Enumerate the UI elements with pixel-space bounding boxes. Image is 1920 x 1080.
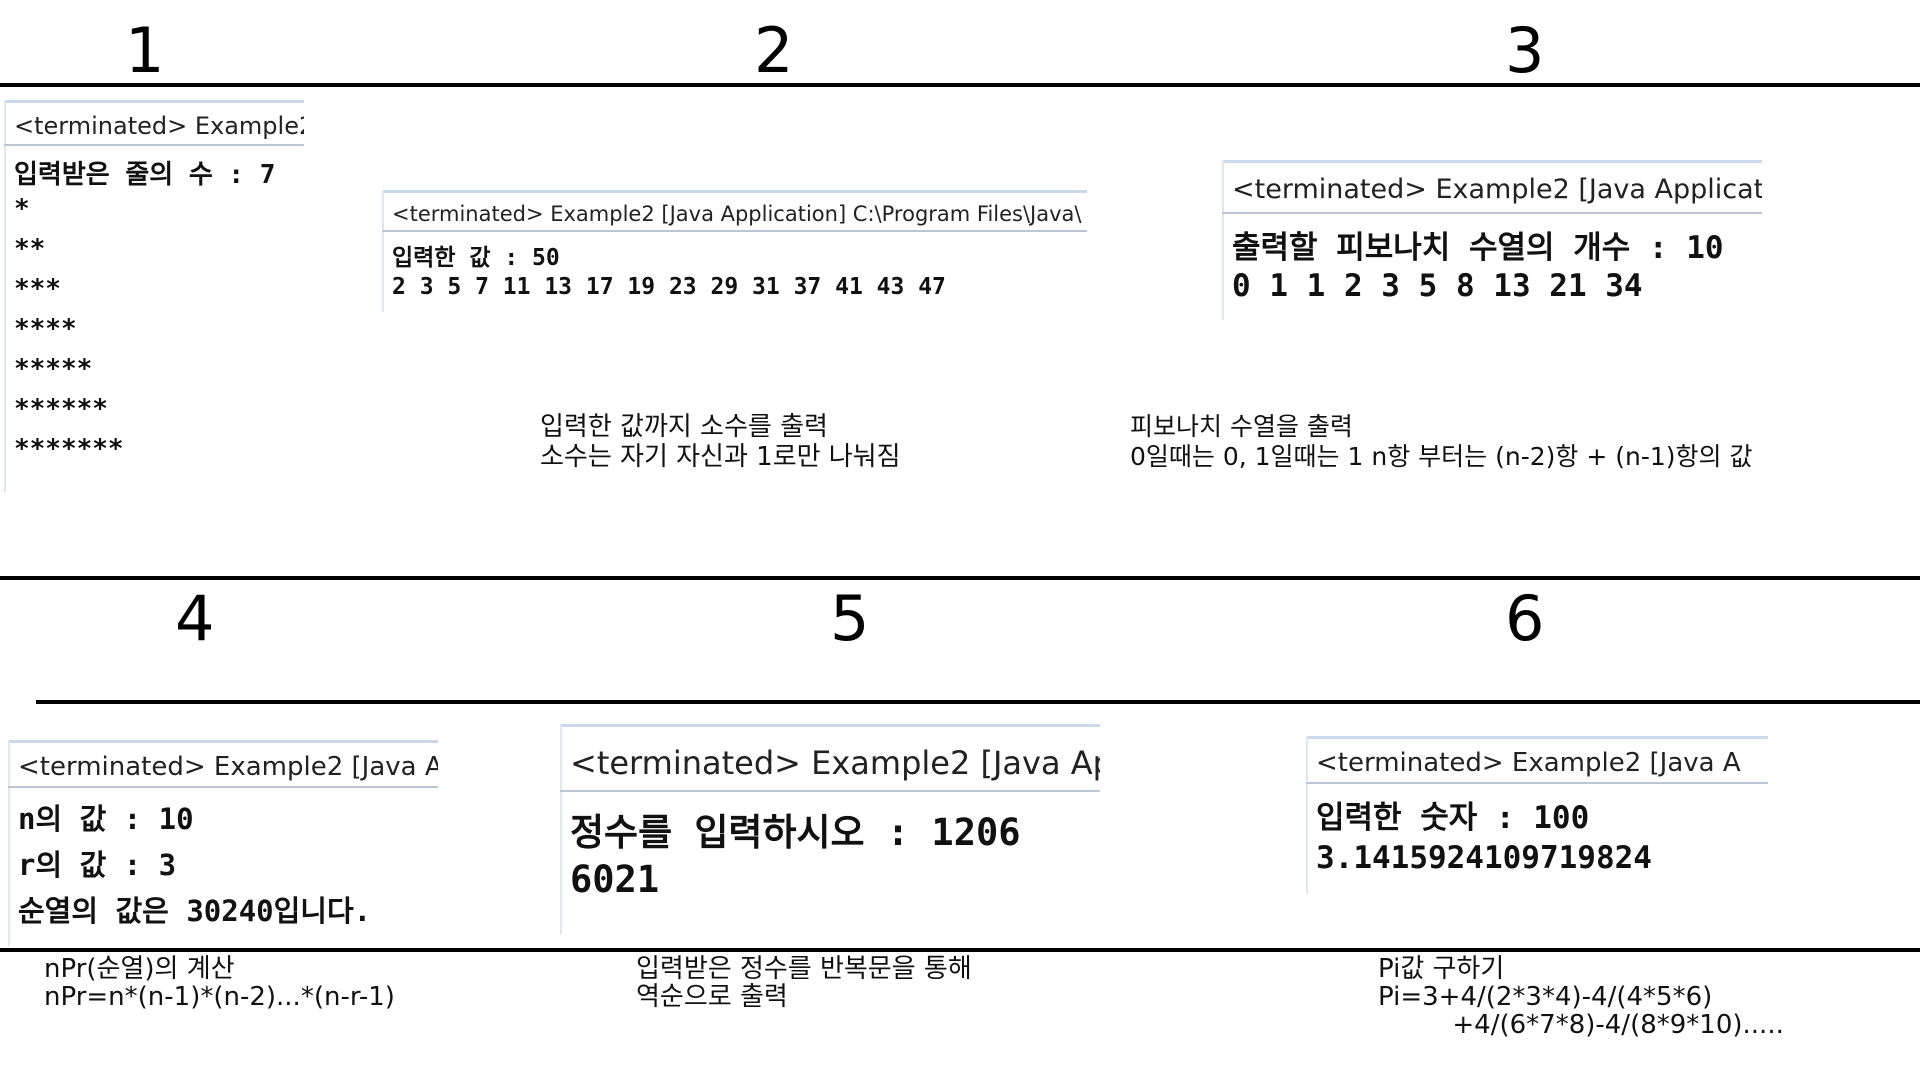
- console-line: ****: [14, 314, 77, 344]
- console-top-bar: [8, 740, 438, 743]
- console-header-rule: [1222, 212, 1762, 214]
- console-line: 2 3 5 7 11 13 17 19 23 29 31 37 41 43 47: [392, 274, 946, 300]
- console-top-bar: [1222, 160, 1762, 163]
- console-line: 0 1 1 2 3 5 8 13 21 34: [1232, 268, 1643, 304]
- description-note-5: 입력받은 정수를 반복문을 통해 역순으로 출력: [636, 954, 972, 1012]
- console-header: <terminated> Example2 [Java Ap: [18, 752, 438, 782]
- console-line: *: [14, 194, 30, 224]
- console-line: n의 값 : 10: [18, 802, 194, 836]
- console-top-bar: [1306, 736, 1768, 739]
- console-left-border: [1222, 160, 1224, 320]
- divider-line-top: [0, 83, 1920, 87]
- section-number-5: 5: [830, 582, 870, 655]
- console-line: ***: [14, 274, 61, 304]
- console-header: <terminated> Example2 [Java Application]…: [392, 202, 1082, 226]
- divider-line-middle: [0, 576, 1920, 580]
- console-top-bar: [4, 100, 304, 103]
- console-line: 입력한 값 : 50: [392, 245, 560, 271]
- divider-line-bottom: [0, 948, 1920, 952]
- console-panel-3: <terminated> Example2 [Java Applicati 출력…: [1222, 160, 1762, 320]
- console-header-rule: [560, 790, 1100, 792]
- section-number-3: 3: [1505, 14, 1545, 87]
- console-header-rule: [4, 144, 304, 146]
- description-note-6: Pi값 구하기 Pi=3+4/(2*3*4)-4/(4*5*6) +4/(6*7…: [1378, 954, 1784, 1040]
- section-number-4: 4: [175, 582, 215, 655]
- section-number-1: 1: [125, 14, 165, 87]
- console-line: **: [14, 234, 46, 264]
- console-line: 정수를 입력하시오 : 1206: [570, 811, 1021, 854]
- console-header-rule: [1306, 782, 1768, 784]
- console-panel-2: <terminated> Example2 [Java Application]…: [382, 190, 1087, 312]
- console-panel-4: <terminated> Example2 [Java Ap n의 값 : 10…: [8, 740, 438, 946]
- console-header: <terminated> Example2 [Java Applicati: [1232, 174, 1762, 205]
- console-left-border: [1306, 736, 1308, 894]
- console-header: <terminated> Example2 [: [14, 112, 304, 140]
- description-note-4: nPr(순열)의 계산 nPr=n*(n-1)*(n-2)...*(n-r-1): [44, 954, 395, 1012]
- console-panel-6: <terminated> Example2 [Java A 입력한 숫자 : 1…: [1306, 736, 1768, 894]
- console-line: r의 값 : 3: [18, 848, 177, 882]
- console-header-rule: [382, 230, 1087, 232]
- console-line: 순열의 값은 30240입니다.: [18, 894, 372, 928]
- console-panel-1: <terminated> Example2 [ 입력받은 줄의 수 : 7 * …: [4, 100, 304, 492]
- console-left-border: [382, 190, 384, 312]
- console-header: <terminated> Example2 [Java A: [1316, 748, 1741, 778]
- console-top-bar: [560, 724, 1100, 727]
- console-line: 입력받은 줄의 수 : 7: [14, 160, 276, 190]
- console-line: 3.1415924109719824: [1316, 840, 1652, 876]
- description-note-3: 피보나치 수열을 출력 0일때는 0, 1일때는 1 n항 부터는 (n-2)항…: [1130, 412, 1753, 471]
- console-line: 입력한 숫자 : 100: [1316, 800, 1590, 836]
- section-number-2: 2: [754, 14, 794, 87]
- console-line: 6021: [570, 858, 660, 901]
- console-left-border: [8, 740, 10, 946]
- section-number-6: 6: [1505, 582, 1545, 655]
- console-panel-5: <terminated> Example2 [Java Ap 정수를 입력하시오…: [560, 724, 1100, 934]
- divider-line-lower: [36, 700, 1920, 704]
- console-line: ******: [14, 394, 108, 424]
- console-line: *******: [14, 434, 124, 464]
- console-header: <terminated> Example2 [Java Ap: [570, 744, 1100, 782]
- console-header-rule: [8, 786, 438, 788]
- console-left-border: [4, 100, 6, 492]
- description-note-2: 입력한 값까지 소수를 출력 소수는 자기 자신과 1로만 나눠짐: [540, 412, 901, 472]
- console-top-bar: [382, 190, 1087, 193]
- console-left-border: [560, 724, 562, 934]
- console-line: 출력할 피보나치 수열의 개수 : 10: [1232, 230, 1724, 266]
- console-line: *****: [14, 354, 93, 384]
